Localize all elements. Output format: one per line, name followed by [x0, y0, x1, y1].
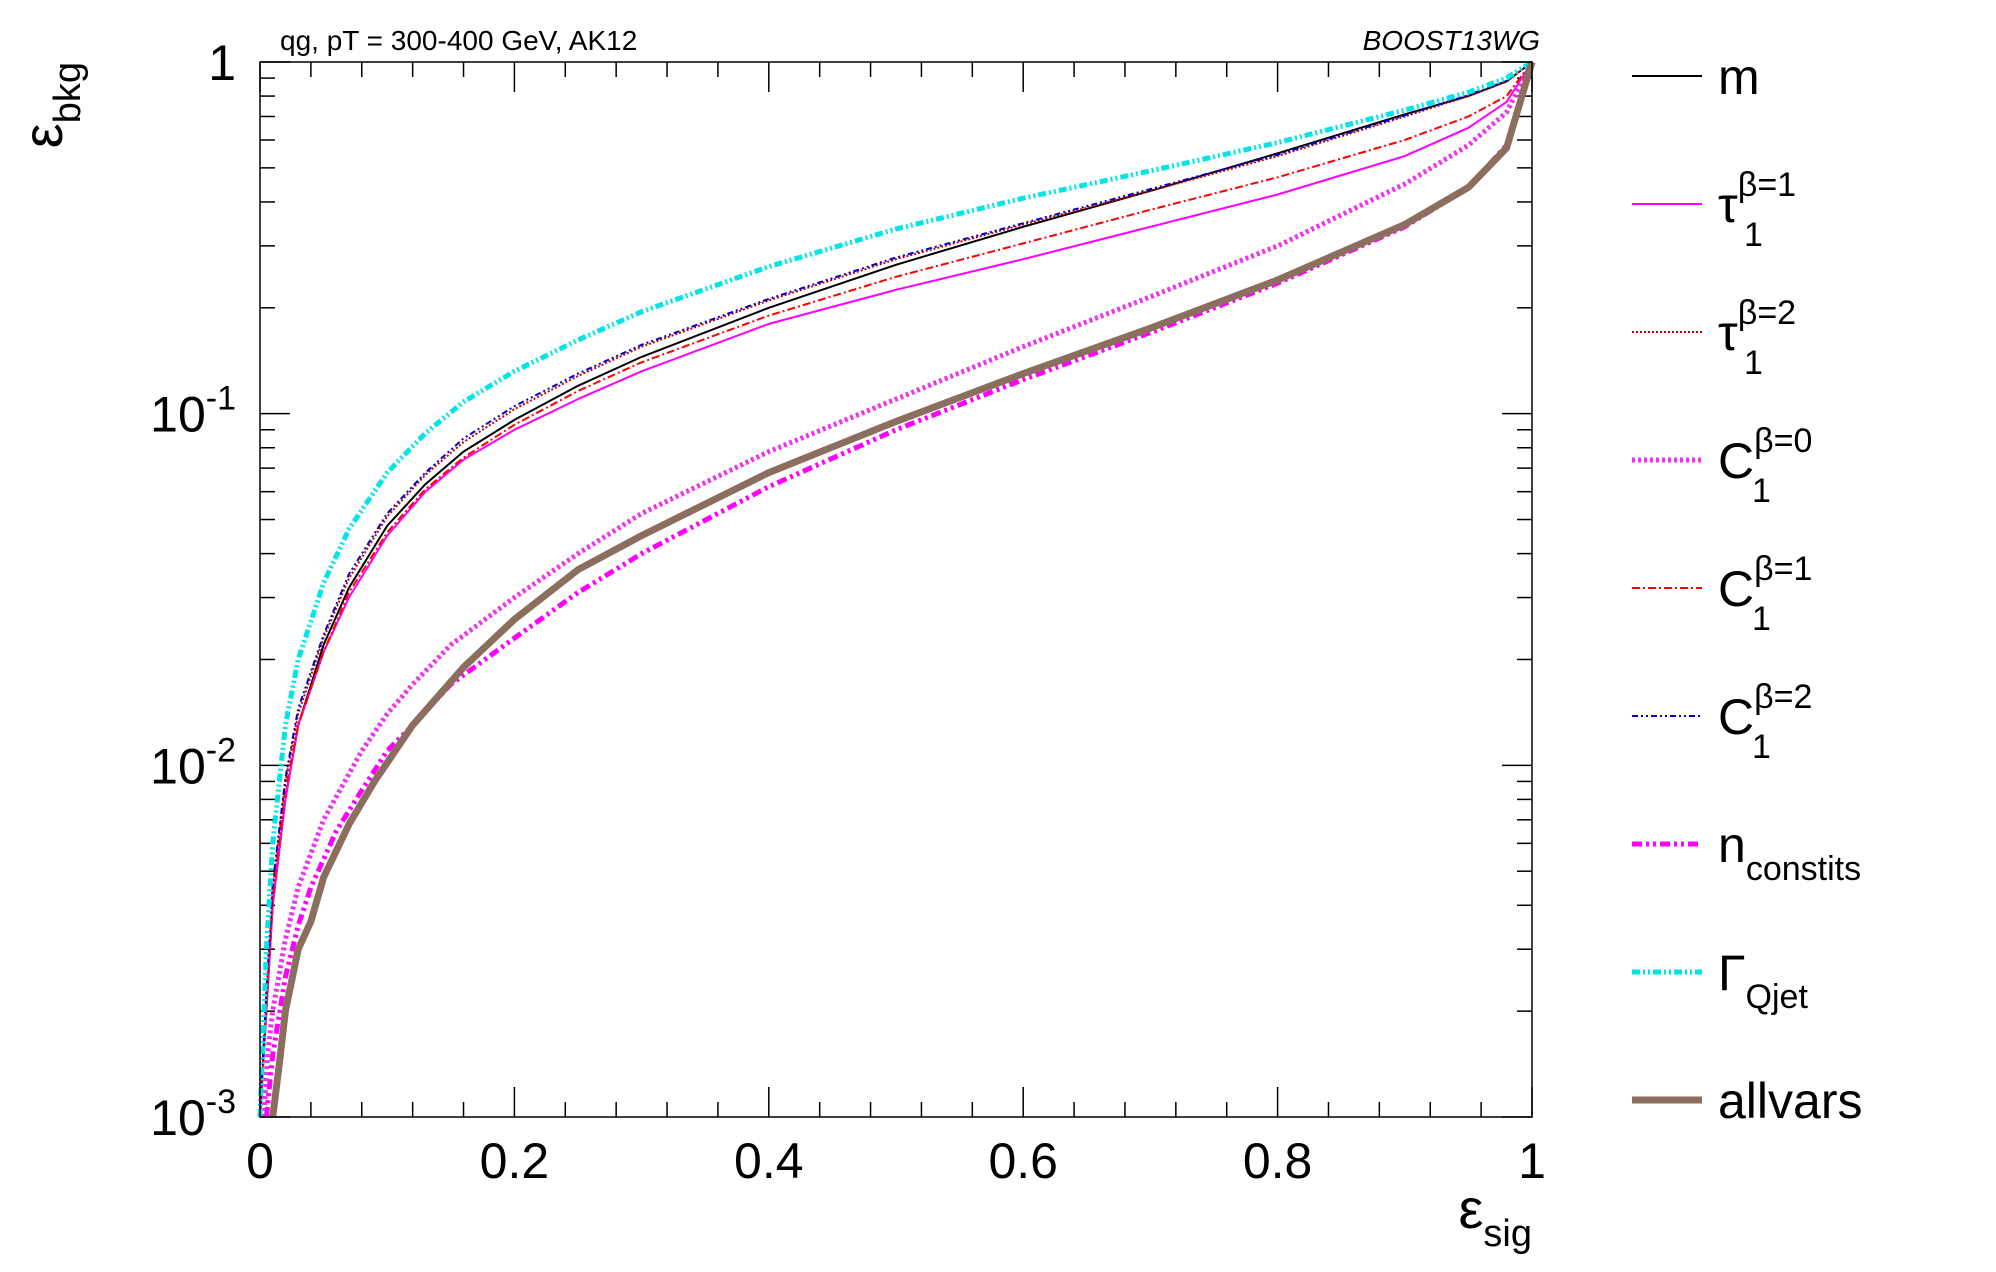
y-tick-label-base: 10 — [150, 1090, 206, 1146]
curve-allvars — [269, 61, 1536, 1118]
y-axis-label: εbkg — [11, 62, 89, 148]
legend-label-sup: β=1 — [1754, 550, 1812, 588]
y-tick-label-exp: -1 — [206, 380, 236, 418]
legend-label-base: C — [1718, 561, 1754, 617]
y-tick-label-exp: -2 — [206, 731, 236, 769]
legend-label-sup: β=1 — [1738, 166, 1796, 204]
legend-label-base: τ — [1718, 177, 1738, 233]
legend-label-tau1b2: τβ=2 1 — [1718, 294, 1796, 382]
legend-label-c1b1: Cβ=1 1 — [1718, 550, 1812, 638]
legend-label-sub: 1 — [1752, 600, 1771, 638]
legend-label-m: m — [1718, 49, 1760, 105]
y-tick-label-exp: -3 — [206, 1083, 236, 1121]
y-tick-label: 10-2 — [150, 731, 236, 794]
legend-label-sup: β=0 — [1754, 422, 1812, 460]
legend-label-c1b0: Cβ=0 1 — [1718, 422, 1812, 510]
legend-label-sub: 1 — [1752, 728, 1771, 766]
x-tick-label: 0.8 — [1243, 1133, 1313, 1189]
top-right-label: BOOST13WG — [1363, 25, 1540, 56]
legend-label-c1b2: Cβ=2 1 — [1718, 678, 1812, 766]
legend: mτβ=1 1τβ=2 1Cβ=0 1Cβ=1 1Cβ=2 1nconstitsΓQjet… — [1632, 49, 1862, 1129]
x-axis-label: εsig — [1458, 1177, 1532, 1255]
legend-label-sup: β=2 — [1754, 678, 1812, 716]
legend-label-nconst: nconstits — [1718, 817, 1861, 888]
legend-label-tau1b1: τβ=1 1 — [1718, 166, 1796, 254]
curve-gammaq — [257, 59, 1534, 1118]
y-tick-label: 1 — [208, 35, 236, 91]
x-tick-label: 0 — [246, 1133, 274, 1189]
plot-frame — [259, 61, 1533, 1118]
legend-label-sub: 1 — [1744, 216, 1763, 254]
curve-c1b1 — [259, 61, 1533, 1118]
y-tick-label-base: 10 — [150, 738, 206, 794]
y-tick-label: 10-1 — [150, 380, 236, 443]
legend-label-gammaq: ΓQjet — [1718, 945, 1808, 1016]
curve-c1b0 — [261, 60, 1535, 1118]
y-tick-label: 10-3 — [150, 1083, 236, 1146]
legend-label-sub: Qjet — [1746, 978, 1809, 1016]
y-axis-label-sub: bkg — [47, 62, 89, 123]
x-tick-label: 0.6 — [988, 1133, 1058, 1189]
legend-label-base: C — [1718, 433, 1754, 489]
legend-label-sub: 1 — [1752, 472, 1771, 510]
x-tick-label: 0.4 — [734, 1133, 804, 1189]
legend-label-allvars: allvars — [1718, 1073, 1862, 1129]
x-tick-labels: 0 0.2 0.4 0.6 0.8 1 — [246, 1133, 1546, 1189]
legend-label-base: allvars — [1718, 1073, 1862, 1129]
curve-c1b2 — [259, 61, 1533, 1118]
legend-label-sub: constits — [1746, 850, 1861, 888]
legend-label-sup: β=2 — [1738, 294, 1796, 332]
legend-label-base: n — [1718, 817, 1746, 873]
x-tick-label: 1 — [1518, 1133, 1546, 1189]
legend-label-base: Γ — [1718, 945, 1746, 1001]
legend-label-base: m — [1718, 49, 1760, 105]
legend-label-base: τ — [1718, 305, 1738, 361]
y-tick-labels: 110-110-210-3 — [150, 35, 236, 1146]
chart-title: qg, pT = 300-400 GeV, AK12 — [280, 25, 637, 56]
x-tick-label: 0.2 — [480, 1133, 550, 1189]
curves — [257, 59, 1536, 1118]
x-axis-label-main: ε — [1458, 1177, 1483, 1240]
legend-label-base: C — [1718, 689, 1754, 745]
legend-label-sub: 1 — [1744, 344, 1763, 382]
y-axis-label-main: ε — [11, 123, 74, 148]
y-tick-label-base: 10 — [150, 387, 206, 443]
x-axis-label-sub: sig — [1483, 1213, 1532, 1255]
y-tick-label-base: 1 — [208, 35, 236, 91]
axis-ticks — [259, 61, 1533, 1118]
